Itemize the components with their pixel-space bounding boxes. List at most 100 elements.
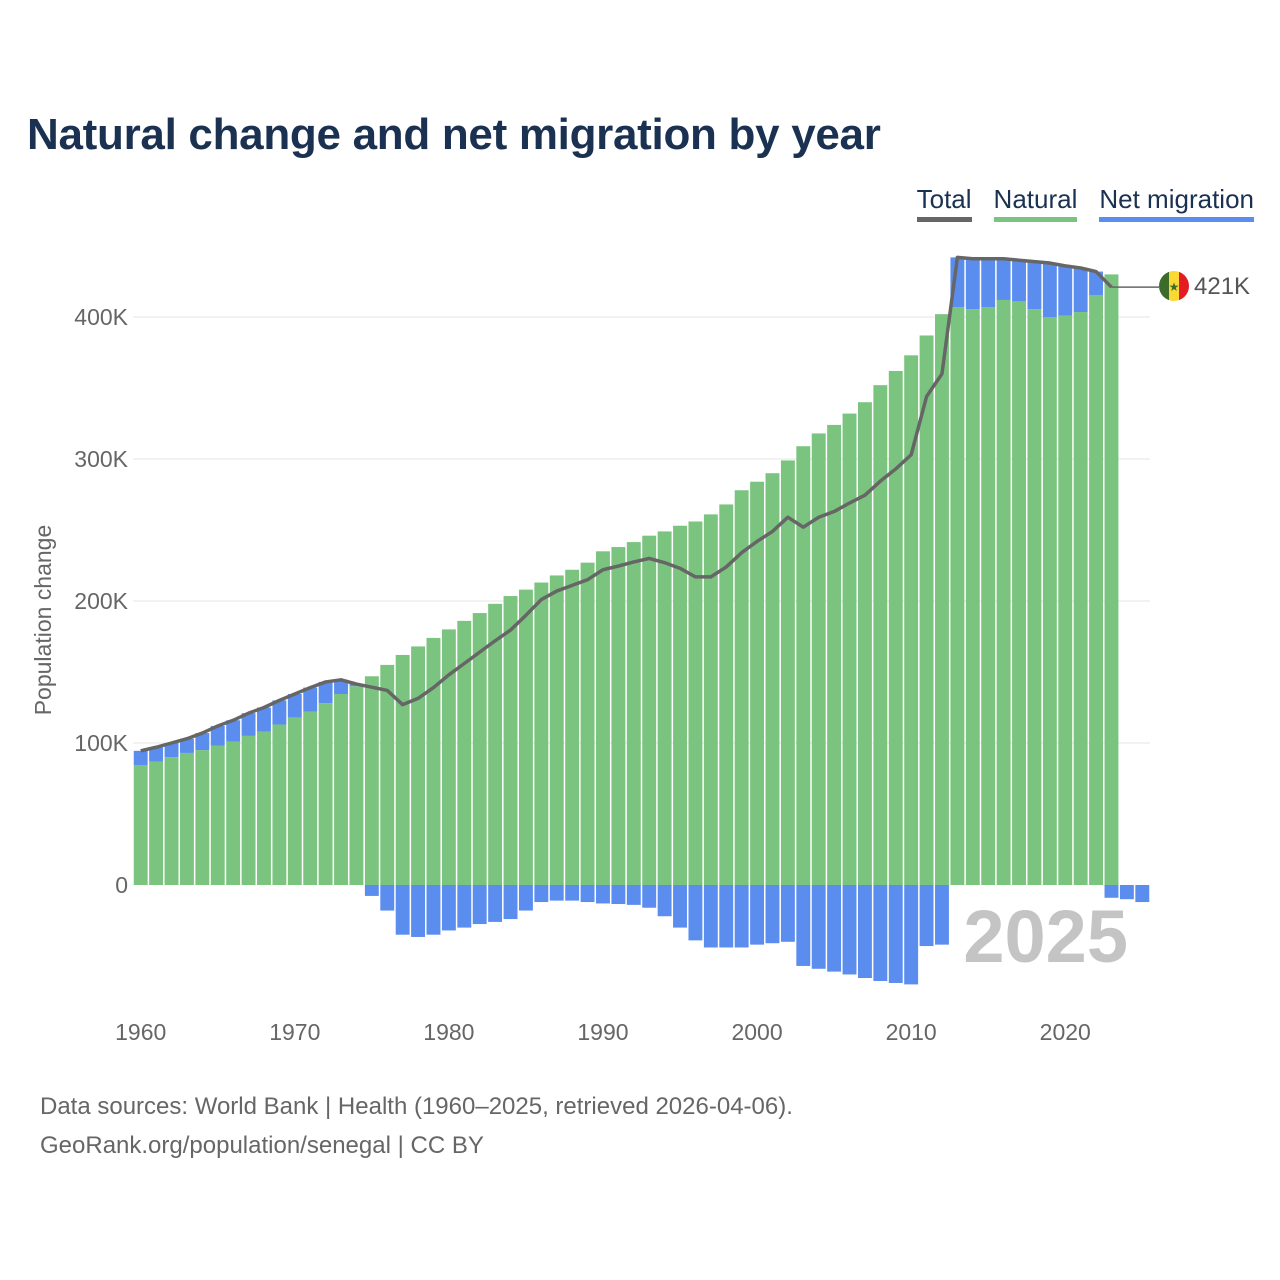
bar-migration-1981 xyxy=(457,885,472,928)
x-tick-label: 1970 xyxy=(269,1019,320,1045)
bar-natural-1985 xyxy=(518,589,533,885)
bar-migration-2011 xyxy=(919,885,934,947)
bar-migration-1984 xyxy=(503,885,518,920)
bar-natural-2011 xyxy=(919,335,934,886)
bar-natural-2010 xyxy=(904,355,919,886)
bar-natural-1973 xyxy=(334,694,348,885)
bar-natural-2009 xyxy=(888,370,903,886)
bar-migration-2004 xyxy=(811,885,826,969)
bar-natural-1975 xyxy=(364,676,379,885)
bar-natural-1984 xyxy=(503,596,518,885)
bar-migration-1994 xyxy=(657,885,672,917)
bar-natural-1990 xyxy=(596,551,610,885)
bar-natural-2022 xyxy=(1089,294,1104,885)
bar-natural-1995 xyxy=(673,525,687,885)
bar-migration-2001 xyxy=(765,885,780,944)
bar-natural-1966 xyxy=(226,741,241,885)
bar-natural-1992 xyxy=(626,542,641,885)
bar-migration-1960 xyxy=(133,750,148,766)
bar-migration-1968 xyxy=(257,707,271,732)
bar-migration-1970 xyxy=(287,694,302,718)
bar-migration-1989 xyxy=(580,885,595,903)
svg-text:★: ★ xyxy=(1169,280,1180,294)
bar-natural-2001 xyxy=(765,473,780,885)
source-link[interactable]: GeoRank.org/population/senegal | CC BY xyxy=(40,1132,484,1159)
bar-migration-1999 xyxy=(734,885,749,948)
bar-migration-2009 xyxy=(888,885,903,983)
bar-migration-1972 xyxy=(318,681,333,704)
x-tick-label: 1990 xyxy=(577,1019,628,1045)
bar-natural-2000 xyxy=(750,481,765,885)
bar-natural-1991 xyxy=(611,547,626,885)
x-tick-label: 2010 xyxy=(886,1019,937,1045)
bar-natural-1974 xyxy=(349,686,364,885)
bar-natural-1993 xyxy=(642,535,657,885)
legend-item-total[interactable]: Total xyxy=(916,184,972,222)
bar-migration-1992 xyxy=(626,885,641,905)
bar-migration-1976 xyxy=(380,885,395,911)
bar-migration-1985 xyxy=(518,885,533,911)
bar-migration-1971 xyxy=(303,687,318,712)
bar-natural-1971 xyxy=(303,711,318,885)
bar-migration-1967 xyxy=(241,713,256,736)
bar-migration-1986 xyxy=(534,885,549,903)
bar-migration-2021 xyxy=(1073,268,1088,313)
bar-natural-1994 xyxy=(657,531,672,885)
bar-natural-1978 xyxy=(411,646,426,885)
bar-natural-2004 xyxy=(811,433,826,885)
bar-natural-1964 xyxy=(195,750,210,885)
legend-item-natural[interactable]: Natural xyxy=(993,184,1078,222)
bar-natural-1965 xyxy=(210,745,225,885)
legend-item-net-migration[interactable]: Net migration xyxy=(1099,184,1254,222)
bar-natural-2019 xyxy=(1042,317,1057,885)
y-tick-label: 400K xyxy=(74,304,128,330)
bar-migration-1978 xyxy=(411,885,426,937)
bar-natural-2005 xyxy=(827,424,842,885)
chart-title: Natural change and net migration by year xyxy=(27,110,881,159)
bar-natural-1969 xyxy=(272,724,287,885)
bar-migration-1982 xyxy=(472,885,487,925)
bar-natural-1983 xyxy=(488,603,503,885)
bar-natural-2014 xyxy=(965,309,980,885)
bar-natural-1986 xyxy=(534,582,549,885)
bar-natural-1968 xyxy=(257,731,271,885)
bar-migration-1983 xyxy=(488,885,503,922)
x-tick-label: 1980 xyxy=(423,1019,474,1045)
bar-migration-1995 xyxy=(673,885,687,928)
bar-natural-2003 xyxy=(796,446,811,885)
bar-migration-2010 xyxy=(904,885,919,985)
bar-migration-2019 xyxy=(1042,263,1057,317)
bar-natural-1980 xyxy=(441,629,456,885)
bar-natural-1998 xyxy=(719,504,734,885)
bar-migration-1964 xyxy=(195,733,210,751)
bar-migration-2020 xyxy=(1058,265,1073,316)
bar-natural-1970 xyxy=(287,717,302,885)
bar-migration-1980 xyxy=(441,885,456,931)
y-tick-label: 300K xyxy=(74,446,128,472)
bar-natural-2016 xyxy=(996,299,1011,886)
bar-natural-1979 xyxy=(426,637,441,885)
bar-natural-2020 xyxy=(1058,315,1073,886)
bar-migration-1969 xyxy=(272,700,287,725)
bar-natural-1982 xyxy=(472,613,487,885)
x-tick-label: 1960 xyxy=(115,1019,166,1045)
bar-migration-1973 xyxy=(334,679,348,695)
bar-natural-1987 xyxy=(549,575,564,885)
bar-migration-1961 xyxy=(149,747,164,762)
bar-migration-2015 xyxy=(981,258,996,308)
bar-natural-2002 xyxy=(780,460,795,885)
bar-natural-1960 xyxy=(133,765,148,885)
bar-natural-1962 xyxy=(164,757,179,885)
bar-natural-2017 xyxy=(1012,301,1026,885)
bar-natural-1999 xyxy=(734,490,749,885)
bar-migration-2014 xyxy=(965,258,980,310)
bar-natural-2018 xyxy=(1027,309,1042,885)
bar-migration-2024 xyxy=(1119,885,1134,900)
legend: Total Natural Net migration xyxy=(916,184,1254,222)
bar-natural-1972 xyxy=(318,703,333,885)
x-tick-label: 2020 xyxy=(1040,1019,1091,1045)
bar-migration-2007 xyxy=(857,885,872,979)
bar-migration-1963 xyxy=(179,738,194,753)
bar-migration-1966 xyxy=(226,720,241,742)
